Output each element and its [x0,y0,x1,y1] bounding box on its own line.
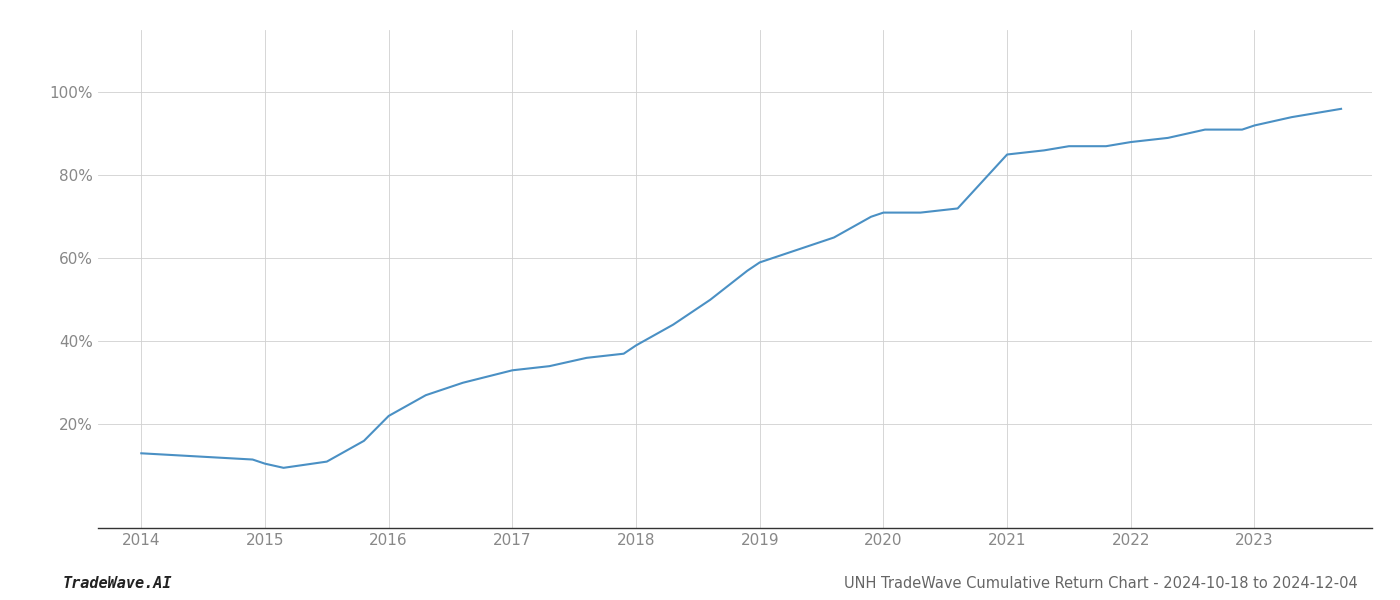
Text: TradeWave.AI: TradeWave.AI [63,576,172,591]
Text: UNH TradeWave Cumulative Return Chart - 2024-10-18 to 2024-12-04: UNH TradeWave Cumulative Return Chart - … [844,576,1358,591]
